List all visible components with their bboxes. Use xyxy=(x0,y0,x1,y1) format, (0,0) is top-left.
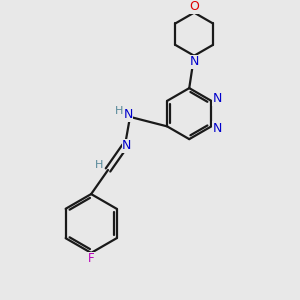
Text: N: N xyxy=(122,140,132,152)
Text: F: F xyxy=(88,252,94,265)
Text: H: H xyxy=(95,160,103,170)
Text: N: N xyxy=(212,92,222,105)
Text: N: N xyxy=(212,122,222,135)
Text: N: N xyxy=(190,55,199,68)
Text: H: H xyxy=(115,106,123,116)
Text: N: N xyxy=(123,108,133,122)
Text: O: O xyxy=(189,0,199,13)
